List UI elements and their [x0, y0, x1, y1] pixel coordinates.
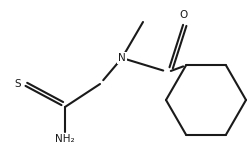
Text: N: N — [118, 53, 125, 63]
Text: S: S — [14, 79, 21, 89]
Text: methyl: methyl — [142, 19, 147, 20]
Text: NH₂: NH₂ — [55, 134, 74, 144]
Text: O: O — [179, 10, 188, 20]
